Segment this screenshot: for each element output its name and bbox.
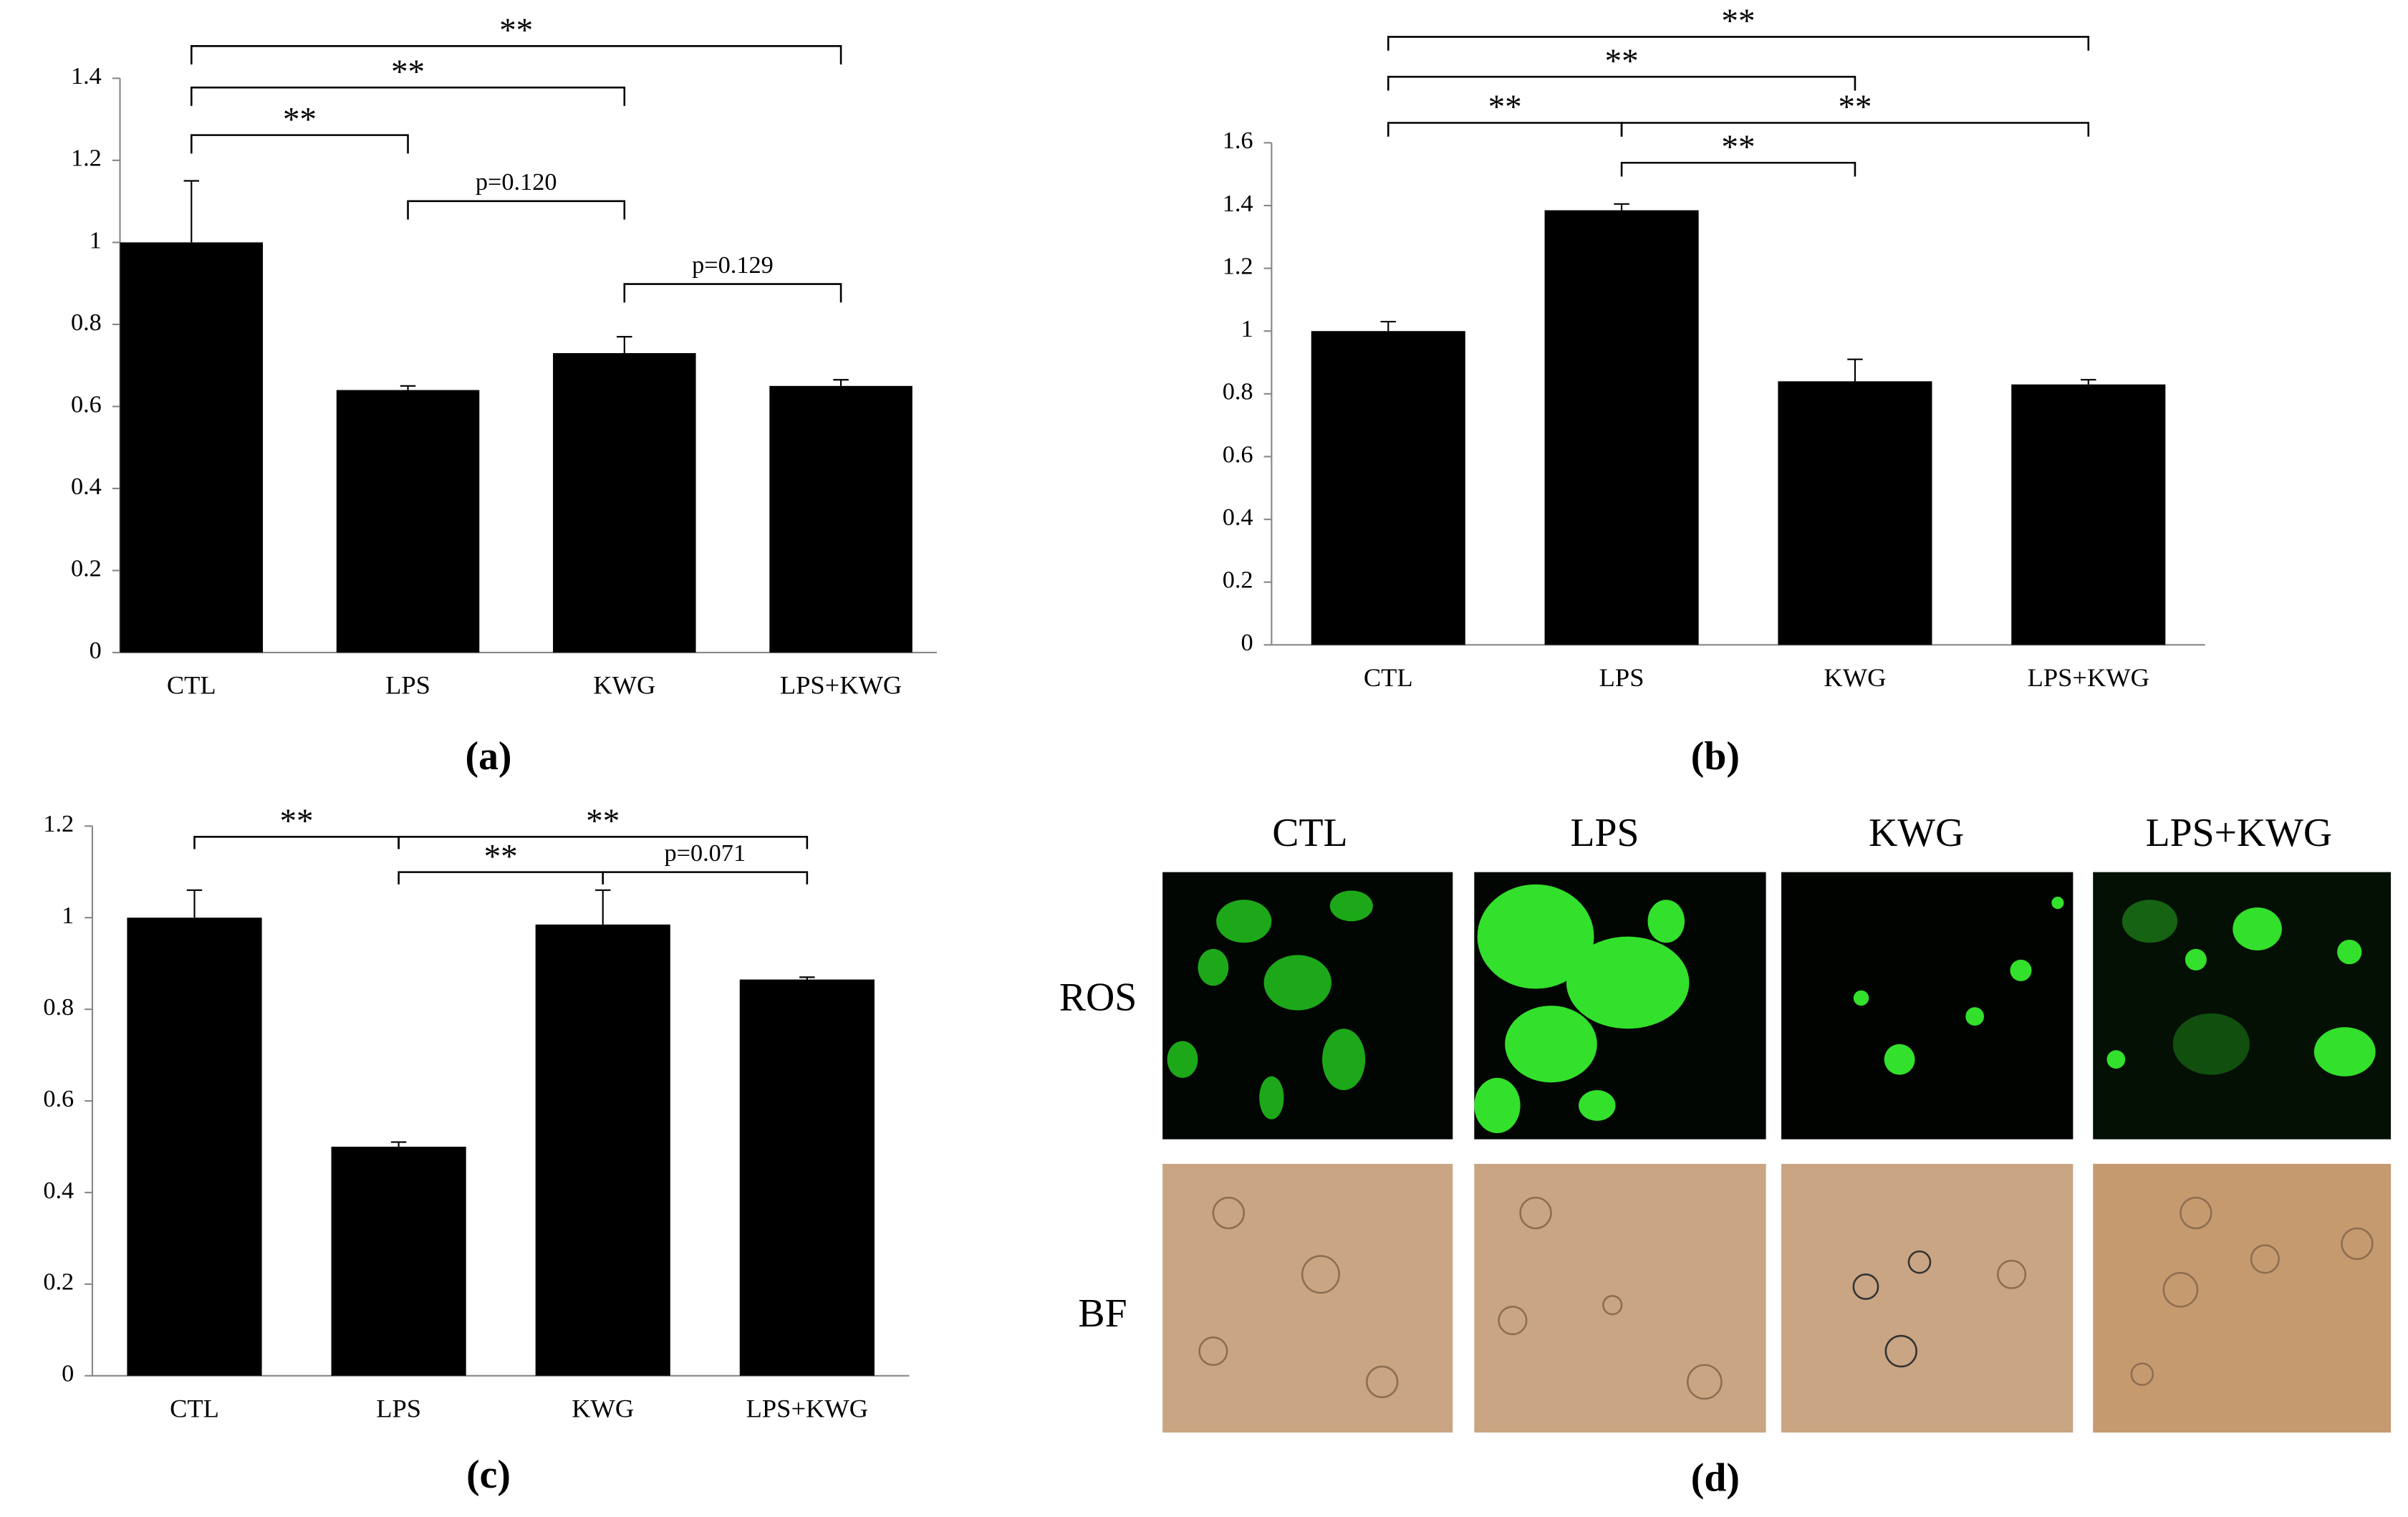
panel-label: (d) [1691, 1455, 1740, 1500]
significance-label: ** [484, 838, 518, 875]
y-tick-label: 1.2 [43, 810, 74, 837]
significance-label: ** [1721, 129, 1755, 166]
y-tick-label: 0.6 [71, 390, 102, 418]
bar [1311, 331, 1465, 645]
significance-label: p=0.071 [664, 839, 746, 867]
significance-label: ** [1838, 89, 1872, 126]
significance-bracket [398, 836, 809, 849]
x-tick-label: LPS [1599, 663, 1644, 692]
x-tick-label: CTL [1364, 663, 1413, 692]
y-tick-label: 1 [62, 902, 74, 929]
row-label: ROS [1059, 976, 1137, 1020]
bar [535, 924, 670, 1376]
panel-label: (a) [466, 734, 512, 779]
significance-bracket [190, 45, 842, 65]
bar [127, 918, 262, 1376]
bar [336, 390, 480, 653]
y-tick-label: 0.8 [1223, 378, 1253, 405]
significance-label: p=0.120 [476, 168, 557, 196]
bar [120, 242, 264, 653]
y-tick-label: 0.6 [43, 1085, 74, 1112]
bf-images [1162, 1163, 2392, 1433]
significance-label: ** [586, 803, 620, 840]
y-tick-label: 1.4 [1223, 190, 1253, 217]
ros-images [1162, 872, 2392, 1140]
column-label: KWG [1869, 811, 1964, 855]
significance-bracket [190, 86, 626, 106]
y-tick-label: 0.8 [43, 993, 74, 1021]
y-tick-label: 1.4 [71, 62, 102, 90]
x-tick-label: LPS [385, 671, 430, 700]
significance-label: ** [499, 12, 533, 49]
y-tick-label: 0.8 [71, 309, 102, 336]
bf-lps [1474, 1163, 1766, 1433]
significance-bracket [1387, 75, 1856, 91]
significance-label: ** [279, 803, 313, 840]
y-tick-label: 1.2 [71, 145, 102, 172]
bf-lps-kwg [2093, 1163, 2392, 1433]
significance-bracket [1387, 36, 2090, 51]
y-tick-label: 0.6 [1223, 440, 1253, 468]
x-tick-label: LPS+KWG [2028, 663, 2149, 692]
bar [769, 385, 912, 653]
significance-label: ** [283, 101, 317, 138]
x-tick-label: LPS+KWG [746, 1394, 868, 1422]
column-label: CTL [1272, 811, 1347, 855]
significance-label: ** [1488, 89, 1522, 126]
significance-label: ** [1721, 3, 1755, 40]
significance-label: ** [391, 54, 425, 91]
column-label: LPS+KWG [2146, 811, 2333, 855]
y-tick-label: 0 [62, 1360, 74, 1387]
significance-bracket [1620, 161, 1856, 177]
y-tick-label: 0.4 [71, 473, 102, 500]
y-tick-label: 1.2 [1223, 252, 1253, 279]
panel-label: (c) [466, 1453, 511, 1497]
y-tick-label: 0.4 [1223, 504, 1253, 531]
significance-bracket [407, 200, 626, 220]
row-label: BF [1078, 1291, 1127, 1336]
bf-ctl [1162, 1163, 1453, 1433]
significance-label: p=0.129 [692, 251, 774, 279]
bar [553, 353, 696, 653]
bar [331, 1147, 466, 1376]
y-tick-label: 0 [90, 637, 102, 664]
y-tick-label: 0.2 [43, 1268, 74, 1296]
significance-bracket [623, 283, 842, 303]
significance-bracket [602, 871, 809, 885]
x-tick-label: LPS [376, 1394, 421, 1422]
x-tick-label: CTL [167, 671, 216, 700]
significance-bracket [190, 134, 409, 154]
ros-kwg [1781, 872, 2074, 1140]
panel-label: (b) [1691, 734, 1740, 779]
y-tick-label: 1 [1241, 315, 1253, 342]
y-tick-label: 1.6 [1223, 127, 1253, 154]
bar [2011, 384, 2166, 645]
x-tick-label: CTL [170, 1394, 219, 1422]
x-tick-label: KWG [572, 1394, 634, 1422]
bar [739, 979, 875, 1376]
significance-bracket [1620, 122, 2090, 137]
y-tick-label: 1 [90, 226, 102, 254]
x-tick-label: KWG [1824, 663, 1886, 692]
significance-label: ** [1605, 43, 1639, 80]
bar [1778, 381, 1932, 645]
bar [1544, 210, 1699, 645]
column-label: LPS [1571, 811, 1639, 855]
y-tick-label: 0.2 [71, 554, 102, 582]
x-tick-label: KWG [593, 671, 655, 700]
y-tick-label: 0.2 [1223, 567, 1253, 594]
x-tick-label: LPS+KWG [780, 671, 902, 700]
y-tick-label: 0.4 [43, 1177, 74, 1204]
y-tick-label: 0 [1241, 629, 1253, 656]
bf-kwg [1781, 1163, 2074, 1433]
